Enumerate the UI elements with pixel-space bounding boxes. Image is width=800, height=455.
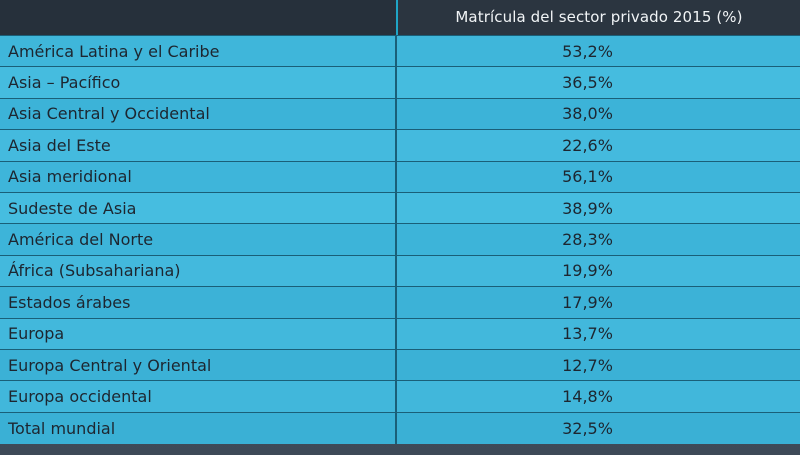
- value-cell: 17,9%: [396, 286, 800, 319]
- value-cell: 38,9%: [396, 191, 800, 224]
- value-cell: 19,9%: [396, 254, 800, 287]
- region-cell: Europa occidental: [0, 380, 397, 413]
- table-row: Total mundial 32,5%: [0, 411, 800, 444]
- region-cell: Sudeste de Asia: [0, 191, 397, 224]
- value-cell: 12,7%: [396, 348, 800, 381]
- value-cell: 56,1%: [396, 160, 800, 193]
- value-cell: 22,6%: [396, 129, 800, 162]
- table-row: Asia Central y Occidental 38,0%: [0, 97, 800, 130]
- value-cell: 53,2%: [396, 34, 800, 67]
- table-row: Estados árabes 17,9%: [0, 286, 800, 319]
- table-row: África (Subsahariana) 19,9%: [0, 254, 800, 287]
- header-divider: [396, 0, 398, 35]
- table-row: Europa 13,7%: [0, 317, 800, 350]
- table-row: Europa occidental 14,8%: [0, 380, 800, 413]
- region-cell: África (Subsahariana): [0, 254, 397, 287]
- table-row: Asia del Este 22,6%: [0, 129, 800, 162]
- value-cell: 36,5%: [396, 66, 800, 99]
- header-region-cell: [0, 0, 396, 35]
- enrollment-table: América Latina y el Caribe 53,2% Asia – …: [0, 34, 800, 444]
- region-cell: Total mundial: [0, 411, 397, 444]
- region-cell: Estados árabes: [0, 286, 397, 319]
- region-cell: América Latina y el Caribe: [0, 34, 397, 67]
- header-value-label: Matrícula del sector privado 2015 (%): [398, 0, 800, 35]
- table-row: Asia – Pacífico 36,5%: [0, 66, 800, 99]
- value-cell: 32,5%: [396, 411, 800, 444]
- value-cell: 14,8%: [396, 380, 800, 413]
- table-row: Asia meridional 56,1%: [0, 160, 800, 193]
- region-cell: Europa: [0, 317, 397, 350]
- region-cell: Asia del Este: [0, 129, 397, 162]
- table-row: América Latina y el Caribe 53,2%: [0, 34, 800, 67]
- table-row: América del Norte 28,3%: [0, 223, 800, 256]
- value-cell: 28,3%: [396, 223, 800, 256]
- region-cell: Asia – Pacífico: [0, 66, 397, 99]
- value-cell: 38,0%: [396, 97, 800, 130]
- region-cell: Europa Central y Oriental: [0, 348, 397, 381]
- region-cell: Asia Central y Occidental: [0, 97, 397, 130]
- table-row: Europa Central y Oriental 12,7%: [0, 348, 800, 381]
- region-cell: Asia meridional: [0, 160, 397, 193]
- value-cell: 13,7%: [396, 317, 800, 350]
- region-cell: América del Norte: [0, 223, 397, 256]
- table-header-row: Matrícula del sector privado 2015 (%): [0, 0, 800, 35]
- table-row: Sudeste de Asia 38,9%: [0, 191, 800, 224]
